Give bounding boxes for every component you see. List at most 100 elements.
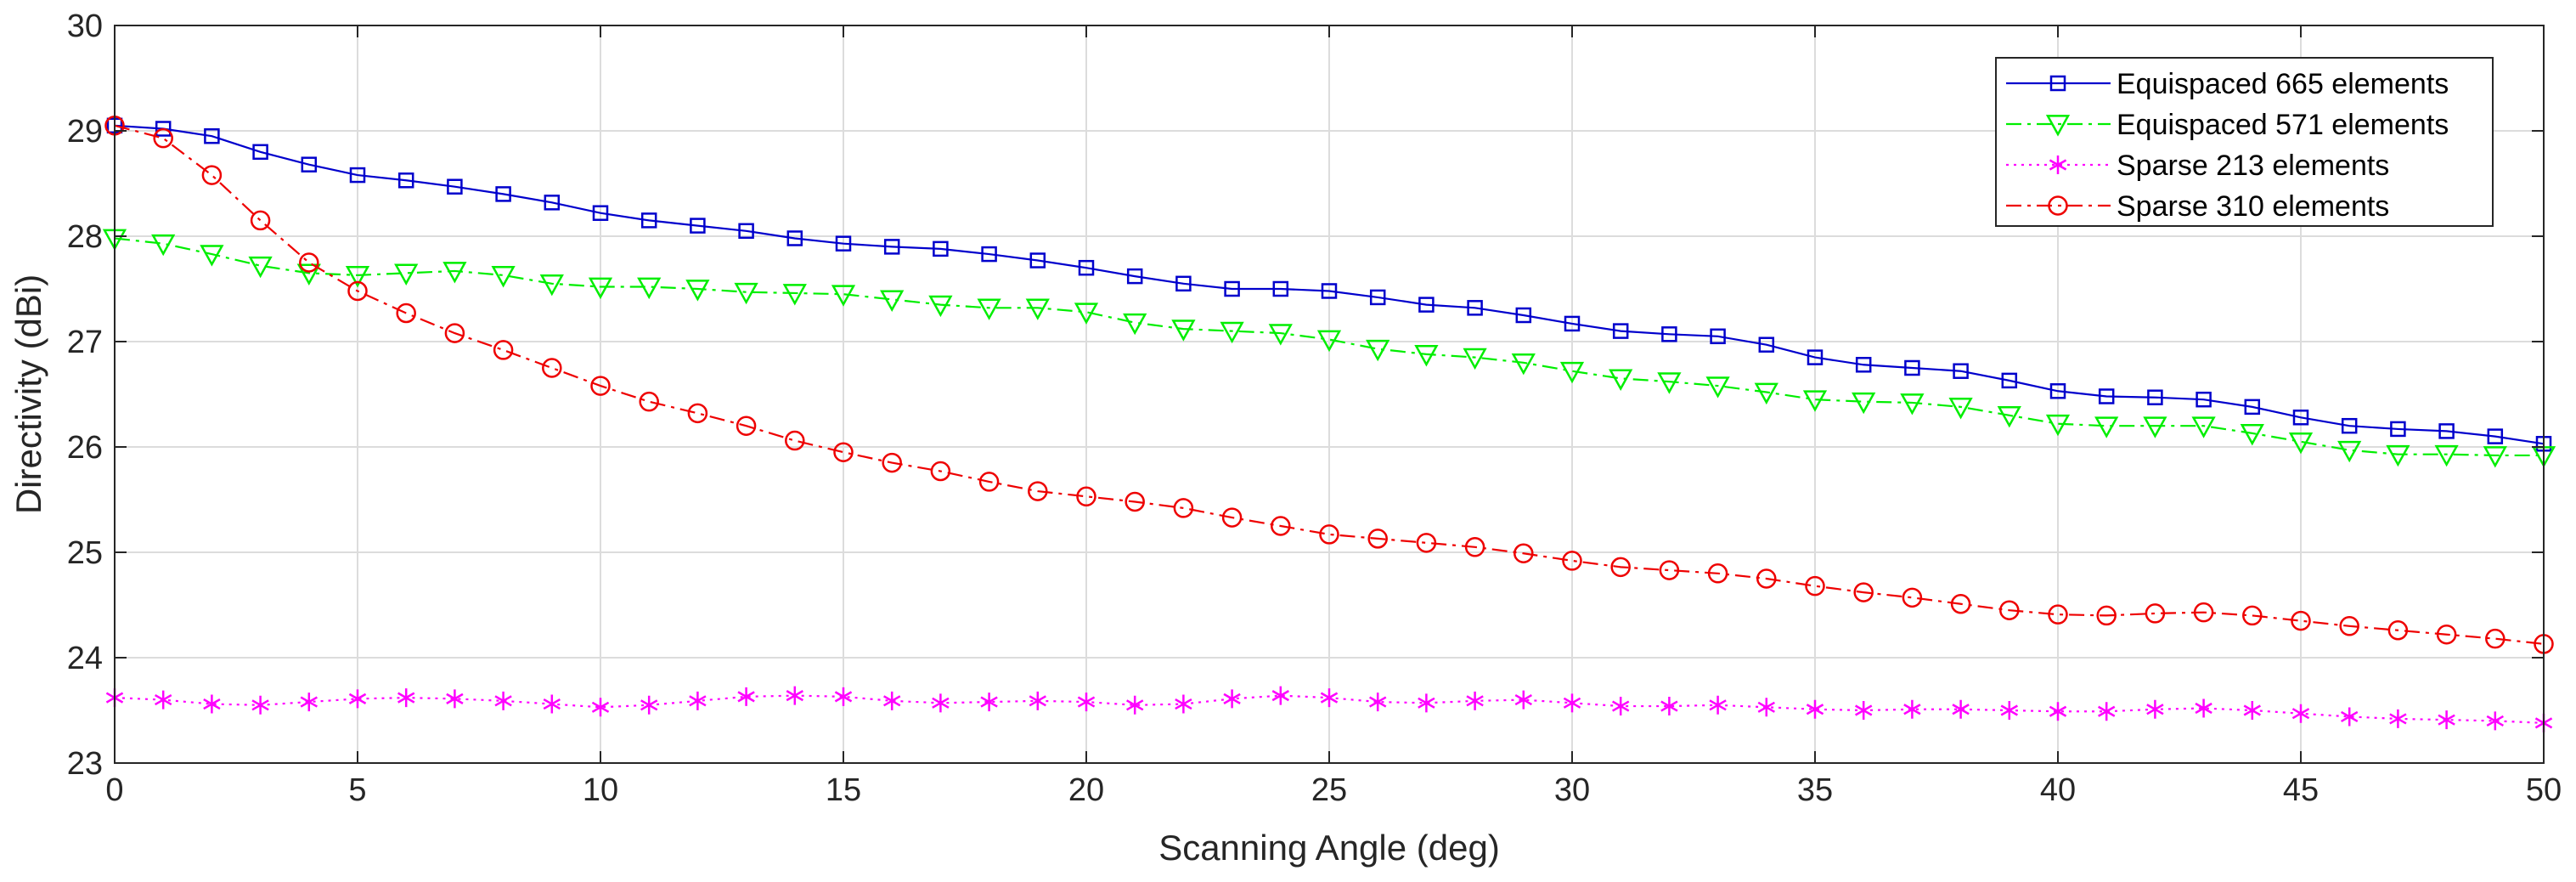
data-point [2049,383,2066,399]
data-point [1271,686,1289,705]
data-point [1562,551,1582,571]
data-point [786,230,803,246]
data-point [685,280,710,302]
data-point [155,690,172,710]
x-tick-label: 15 [826,772,861,808]
data-point [1369,289,1386,306]
data-point [2436,624,2457,645]
series-sparse-213-elements [105,686,2553,732]
data-point [1657,372,1682,394]
legend-label: Equispaced 665 elements [2117,68,2449,100]
data-point [542,358,562,378]
data-point [737,687,755,706]
data-point [1029,252,1046,269]
data-point [2486,711,2504,731]
data-point [1369,693,1387,712]
data-point [833,442,854,462]
data-point [1366,339,1390,362]
data-point [2143,416,2167,438]
data-point [1463,348,1487,370]
data-point [1367,529,1388,549]
data-point [2485,628,2506,649]
data-point [248,256,273,279]
x-axis-title: Scanning Angle (deg) [1158,828,1500,868]
legend-entry: Equispaced 571 elements [2006,109,2449,141]
x-tick-label: 5 [348,772,366,808]
data-point [785,430,805,451]
data-point [1902,587,1923,608]
data-point [539,274,564,297]
data-point [2244,399,2261,416]
y-tick-label: 29 [67,114,103,150]
series-sparse-310-elements [104,116,2554,654]
data-point [834,687,853,706]
data-point [2292,410,2309,426]
data-point [1316,330,1342,353]
data-point [1513,543,1534,563]
data-point [1078,259,1095,276]
data-point [493,340,514,360]
data-point [1903,699,1921,719]
x-tick-label: 20 [1068,772,1104,808]
data-point [639,391,659,412]
x-tick-label: 25 [1311,772,1347,808]
y-tick-label: 27 [67,325,103,360]
y-tick-label: 26 [67,430,103,466]
data-point [1563,693,1581,713]
data-point [1661,326,1677,342]
data-point [2438,710,2455,730]
series-line [114,124,2545,645]
data-point [2339,616,2359,636]
x-tick-label: 50 [2526,772,2562,808]
data-point [2341,707,2359,727]
data-point [446,689,464,709]
legend-box [1995,57,2494,227]
data-point [738,223,754,240]
data-point [1564,315,1581,332]
data-point [1852,392,1876,415]
data-point [2147,389,2163,405]
data-point [928,295,953,318]
data-point [442,262,467,284]
data-point [1077,693,1096,712]
data-point [345,266,370,288]
data-point [1418,297,1435,313]
legend-marker [2049,155,2067,174]
data-point [591,698,610,717]
data-point [2389,709,2407,728]
data-point [1758,336,1775,353]
data-point [2291,704,2310,723]
data-point [1029,691,1046,710]
x-tick-label: 10 [583,772,618,808]
axes: 0 5 10 15 20 25 30 35 40 45 50 23 24 25 26 27 28 29 30 [67,8,2562,808]
x-tick-label: 30 [1554,772,1590,808]
data-point [1272,280,1289,297]
data-point [2288,432,2314,455]
data-point [1125,491,1145,512]
data-point [1418,693,1435,713]
data-point [883,239,900,255]
data-point [444,323,465,343]
data-point [1953,363,1969,379]
data-point [1612,697,1630,716]
data-point [2193,602,2214,623]
series-equispaced-665-elements [106,117,2552,452]
data-point [1511,353,1536,376]
data-point [1175,694,1192,714]
data-point [687,403,708,424]
data-point [640,695,658,715]
data-point [1705,376,1730,399]
data-point [1025,298,1050,320]
data-point [689,691,707,710]
data-point [2434,444,2459,467]
data-point [1802,390,1828,412]
data-point [1710,328,1726,345]
data-point [544,195,561,211]
data-point [155,121,172,137]
data-point [2049,702,2067,721]
data-point [2096,605,2117,626]
data-point [2098,388,2115,404]
data-point [1659,560,1680,580]
data-point [933,240,949,257]
